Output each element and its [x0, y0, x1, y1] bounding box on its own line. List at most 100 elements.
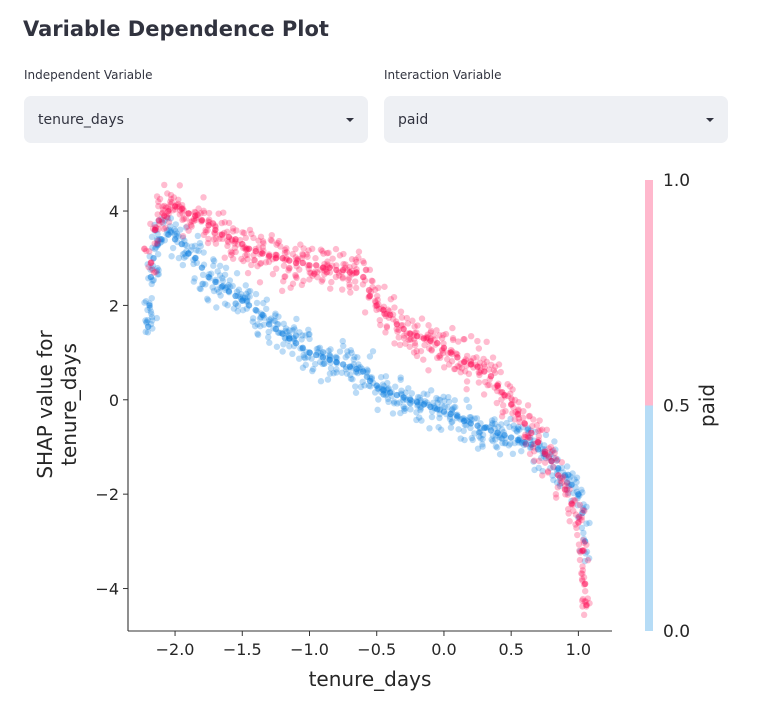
scatter-point: [393, 400, 401, 407]
scatter-point: [573, 478, 580, 486]
scatter-point: [234, 308, 241, 315]
scatter-point: [336, 348, 344, 355]
scatter-point: [198, 218, 205, 225]
scatter-point: [465, 403, 473, 411]
scatter-point: [163, 213, 171, 221]
scatter-point: [197, 242, 204, 250]
scatter-point: [570, 507, 577, 515]
scatter-point: [256, 315, 264, 322]
scatter-point: [576, 547, 583, 554]
scatter-point: [183, 223, 191, 230]
scatter-point: [491, 363, 499, 370]
scatter-point: [306, 349, 313, 356]
scatter-point: [352, 389, 360, 396]
scatter-point: [451, 365, 458, 373]
scatter-point: [384, 306, 392, 313]
scatter-point: [321, 360, 328, 367]
scatter-point: [400, 325, 407, 333]
scatter-point: [583, 603, 590, 610]
scatter-point: [483, 358, 490, 365]
scatter-point: [570, 496, 577, 504]
scatter-point: [296, 266, 303, 273]
scatter-point: [525, 434, 532, 441]
scatter-point: [516, 435, 523, 442]
scatter-point: [319, 264, 327, 271]
scatter-point: [581, 557, 589, 565]
scatter-point: [244, 293, 251, 301]
chevron-down-icon[interactable]: [706, 117, 714, 122]
scatter-point: [386, 389, 394, 396]
scatter-point: [244, 246, 251, 253]
scatter-point: [494, 429, 501, 437]
scatter-point: [359, 378, 366, 386]
chevron-down-icon[interactable]: [346, 117, 354, 122]
scatter-point: [451, 397, 458, 404]
scatter-point: [578, 570, 585, 577]
scatter-point: [507, 440, 514, 447]
scatter-point: [487, 427, 495, 434]
scatter-point: [527, 444, 534, 452]
scatter-point: [365, 382, 373, 389]
scatter-point: [259, 250, 266, 257]
scatter-point: [577, 549, 584, 556]
scatter-point: [398, 391, 405, 398]
scatter-point: [454, 411, 461, 418]
scatter-point: [585, 555, 593, 562]
scatter-point: [460, 415, 467, 422]
scatter-point: [475, 379, 483, 386]
scatter-point: [157, 235, 164, 243]
scatter-point: [274, 321, 281, 328]
scatter-point: [509, 400, 516, 408]
scatter-point: [460, 427, 467, 435]
scatter-point: [393, 391, 401, 399]
scatter-point: [481, 363, 488, 371]
scatter-point: [195, 247, 202, 255]
scatter-point: [249, 318, 256, 325]
independent-variable-select[interactable]: tenure_days: [24, 96, 368, 143]
scatter-point: [155, 225, 162, 233]
scatter-point: [196, 285, 203, 292]
scatter-point: [411, 329, 419, 337]
scatter-point: [380, 382, 388, 390]
scatter-point: [219, 274, 226, 282]
scatter-point: [462, 416, 469, 423]
scatter-point: [155, 266, 162, 274]
scatter-point: [547, 449, 554, 456]
scatter-point: [347, 347, 355, 354]
scatter-point: [249, 315, 257, 322]
scatter-point: [391, 340, 398, 347]
scatter-point: [444, 404, 451, 411]
scatter-point: [208, 270, 215, 277]
scatter-point: [436, 406, 444, 413]
scatter-point: [413, 409, 420, 416]
scatter-point: [339, 266, 347, 274]
scatter-point: [476, 359, 484, 366]
scatter-point: [575, 519, 582, 526]
scatter-point: [377, 388, 385, 396]
scatter-point: [155, 217, 163, 224]
scatter-point: [384, 379, 391, 387]
scatter-point: [411, 339, 419, 347]
scatter-point: [475, 369, 482, 376]
scatter-point: [233, 227, 240, 234]
scatter-point: [272, 255, 280, 262]
x-tick-label: −2.0: [156, 640, 195, 659]
scatter-point: [148, 233, 156, 241]
scatter-point: [299, 250, 306, 258]
scatter-point: [479, 441, 486, 448]
scatter-point: [344, 352, 351, 359]
interaction-variable-select[interactable]: paid: [384, 96, 728, 143]
scatter-point: [580, 539, 588, 546]
scatter-point: [413, 352, 421, 360]
scatter-point: [496, 451, 504, 458]
scatter-point: [140, 245, 148, 253]
scatter-point: [229, 249, 236, 256]
scatter-point: [146, 248, 153, 255]
scatter-point: [257, 310, 265, 317]
scatter-point: [438, 402, 446, 409]
scatter-point: [233, 288, 241, 295]
scatter-point: [148, 258, 155, 266]
scatter-point: [352, 383, 359, 390]
scatter-point: [179, 210, 186, 217]
scatter-point: [494, 384, 502, 391]
